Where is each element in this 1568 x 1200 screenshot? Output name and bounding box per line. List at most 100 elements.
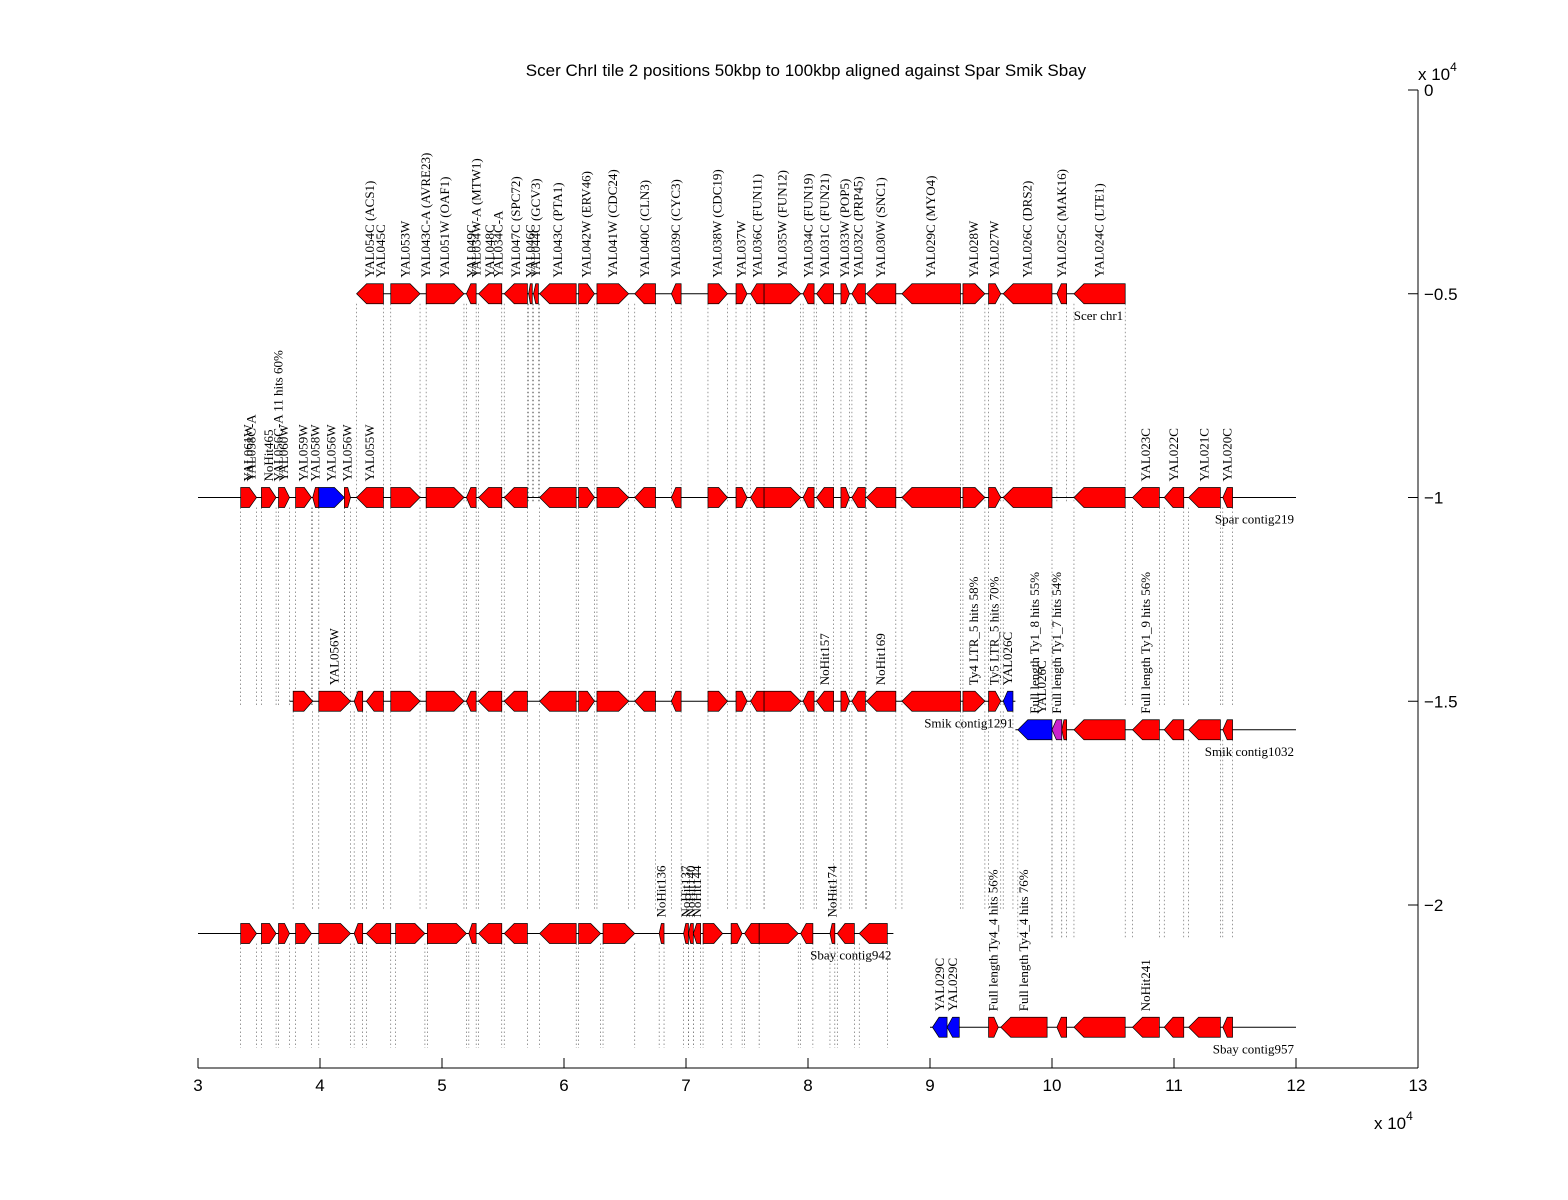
- gene-arrow: [901, 487, 961, 508]
- gene-arrow: [851, 283, 866, 305]
- gene-label: YAL026C (DRS2): [1020, 181, 1035, 278]
- gene-arrow: [634, 690, 656, 712]
- gene-arrow: [988, 487, 1002, 508]
- y-tick-label: −1.5: [1424, 692, 1458, 711]
- gene-arrow: [836, 923, 855, 944]
- gene-arrow: [634, 283, 656, 305]
- gene-arrow: [390, 487, 421, 508]
- gene-arrow: [292, 690, 314, 712]
- gene-label: YAL058W: [308, 424, 323, 482]
- gene-label: YAL029C: [932, 958, 947, 1011]
- gene-arrow: [707, 283, 728, 305]
- gene-label: YAL038W (CDC19): [710, 169, 725, 277]
- contig-label: Scer chr1: [1074, 308, 1123, 323]
- gene-arrow: [578, 923, 602, 944]
- gene-arrow: [816, 690, 834, 712]
- gene-arrow: [1222, 1016, 1233, 1038]
- gene-label: YAL051W (OAF1): [437, 177, 452, 278]
- gene-arrow: [802, 487, 815, 508]
- y-axis: 0 −0.5 −1 −1.5 −2: [1408, 81, 1458, 1068]
- gene-arrow: [962, 283, 986, 305]
- x-tick-label: 6: [559, 1076, 568, 1095]
- x-axis-exponent-base: x 10: [1374, 1114, 1406, 1133]
- y-tick-label: −2: [1424, 896, 1443, 915]
- gene-label: YAL033W (POP5): [837, 179, 852, 278]
- y-tick-label: −0.5: [1424, 285, 1458, 304]
- gene-arrow: [503, 283, 528, 305]
- gene-arrow: [539, 487, 577, 508]
- gene-label-extra: YAL034C-A: [491, 210, 506, 278]
- gene-arrow: [1188, 487, 1221, 508]
- gene-arrow: [602, 923, 636, 944]
- gene-arrow: [1188, 1016, 1221, 1038]
- gene-arrow: [851, 690, 866, 712]
- gene-arrow: [1222, 719, 1233, 741]
- gene-arrow: [692, 923, 701, 944]
- gene-arrow: [390, 690, 421, 712]
- gene-label: NoHit174: [824, 865, 839, 918]
- gene-label: YAL040C (CLN3): [637, 180, 652, 278]
- x-tick-label: 5: [437, 1076, 446, 1095]
- gene-arrow: [395, 923, 426, 944]
- gene-arrow: [539, 690, 577, 712]
- gene-label-extra: YAL058C-A: [243, 414, 258, 482]
- y-tick-label: −1: [1424, 489, 1443, 508]
- gene-arrow: [353, 690, 364, 712]
- gene-label: YAL053W: [397, 220, 412, 278]
- gene-arrow: [344, 487, 351, 508]
- gene-arrow: [295, 923, 312, 944]
- gene-label: NoHit169: [873, 633, 888, 685]
- gene-arrow: [866, 283, 897, 305]
- gene-arrow: [466, 690, 477, 712]
- track-scer-chr1: Scer chr1 YAL054C (ACS1) YAL053W YAL051W (O…: [356, 153, 1126, 323]
- gene-arrow: [1132, 719, 1160, 741]
- gene-label: YAL037W: [734, 220, 749, 278]
- gene-label: YAL021C: [1197, 428, 1212, 481]
- gene-arrow: [851, 487, 866, 508]
- gene-arrow: [1000, 1016, 1048, 1038]
- gene-arrow: [683, 923, 689, 944]
- gene-label: Full length Ty1_7 hits 54%: [1049, 572, 1064, 714]
- gene-arrow: [763, 283, 802, 305]
- gene-label: YAL023C: [1138, 428, 1153, 481]
- gene-arrow: [658, 923, 665, 944]
- gene-arrow: [240, 487, 257, 508]
- x-tick-label: 12: [1287, 1076, 1306, 1095]
- gene-label: NoHit157: [817, 633, 832, 686]
- gene-arrow: [758, 923, 799, 944]
- gene-arrow: [365, 923, 392, 944]
- gene-arrow: [1132, 487, 1160, 508]
- gene-arrow: [816, 487, 834, 508]
- gene-label: YAL042W (ERV46): [579, 171, 594, 278]
- gene-arrow: [688, 923, 694, 944]
- gene-arrow: [840, 487, 850, 508]
- contig-label: Sbay contig957: [1213, 1041, 1295, 1056]
- gene-arrow: [1017, 719, 1053, 741]
- gene-arrow: [962, 690, 986, 712]
- gene-arrow: [1073, 283, 1126, 305]
- gene-arrow: [466, 487, 477, 508]
- gene-arrow: [707, 487, 728, 508]
- contig-label: Sbay contig942: [810, 948, 891, 963]
- gene-label: YAL029C (MYO4): [923, 176, 938, 278]
- gene-label: Full length Ty4_4 hits 76%: [1016, 869, 1031, 1011]
- gene-arrow: [1222, 487, 1233, 508]
- gene-label: NoHit241: [1138, 959, 1153, 1011]
- gene-arrow: [365, 690, 384, 712]
- gene-arrow: [1056, 1016, 1067, 1038]
- gene-label-extra: YAL026C: [1034, 660, 1049, 713]
- gene-label: YAL032C (PRP45): [851, 176, 866, 278]
- gene-arrow: [318, 923, 351, 944]
- gene-arrow: [503, 690, 528, 712]
- gene-arrow: [670, 690, 682, 712]
- gene-arrow: [278, 487, 290, 508]
- gene-label: YAL039C (CYC3): [668, 179, 683, 278]
- gene-arrow: [533, 283, 539, 305]
- gene-arrow: [1002, 690, 1014, 712]
- gene-arrow: [829, 923, 836, 944]
- gene-arrow: [478, 923, 503, 944]
- y-axis-exponent-power: 4: [1450, 60, 1457, 74]
- gene-label: NoHit136: [654, 865, 669, 918]
